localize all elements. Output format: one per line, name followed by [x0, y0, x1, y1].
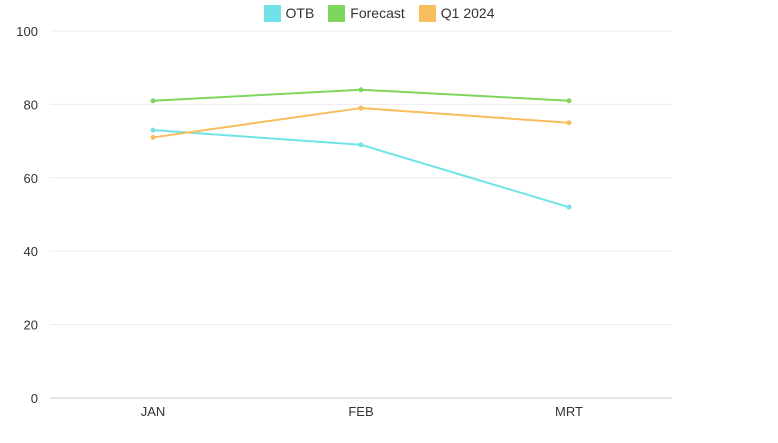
series-line-q1-2024 — [152, 107, 570, 139]
y-axis: 0 20 40 60 80 100 — [16, 24, 38, 406]
data-point[interactable] — [150, 98, 156, 104]
x-axis: JAN FEB MRT — [141, 404, 583, 419]
data-point[interactable] — [566, 98, 572, 104]
legend-item[interactable]: OTB — [263, 4, 315, 22]
data-point[interactable] — [150, 127, 156, 133]
data-point[interactable] — [358, 105, 364, 111]
chart-legend: OTB Forecast Q1 2024 — [0, 3, 778, 23]
y-tick-label: 20 — [24, 318, 38, 333]
y-tick-label: 60 — [24, 171, 38, 186]
legend-label: Q1 2024 — [440, 5, 495, 21]
x-tick-label: MRT — [555, 404, 583, 419]
data-point[interactable] — [358, 142, 364, 148]
series-group — [150, 87, 572, 210]
data-point[interactable] — [358, 87, 364, 93]
y-tick-label: 40 — [24, 244, 38, 259]
data-point[interactable] — [150, 134, 156, 140]
legend-label: OTB — [285, 5, 315, 21]
x-tick-label: JAN — [141, 404, 166, 419]
legend-swatch — [328, 4, 346, 22]
legend-item[interactable]: Forecast — [328, 4, 405, 22]
legend-label: Forecast — [350, 5, 405, 21]
grid-lines — [50, 30, 672, 399]
y-tick-label: 80 — [24, 97, 38, 112]
legend-item[interactable]: Q1 2024 — [418, 4, 495, 22]
y-tick-label: 100 — [16, 24, 38, 39]
y-tick-label: 0 — [31, 391, 38, 406]
legend-swatch — [418, 4, 436, 22]
data-point[interactable] — [566, 204, 572, 210]
data-point[interactable] — [566, 120, 572, 126]
series-line-otb — [152, 129, 570, 209]
x-tick-label: FEB — [348, 404, 373, 419]
legend-swatch — [263, 4, 281, 22]
